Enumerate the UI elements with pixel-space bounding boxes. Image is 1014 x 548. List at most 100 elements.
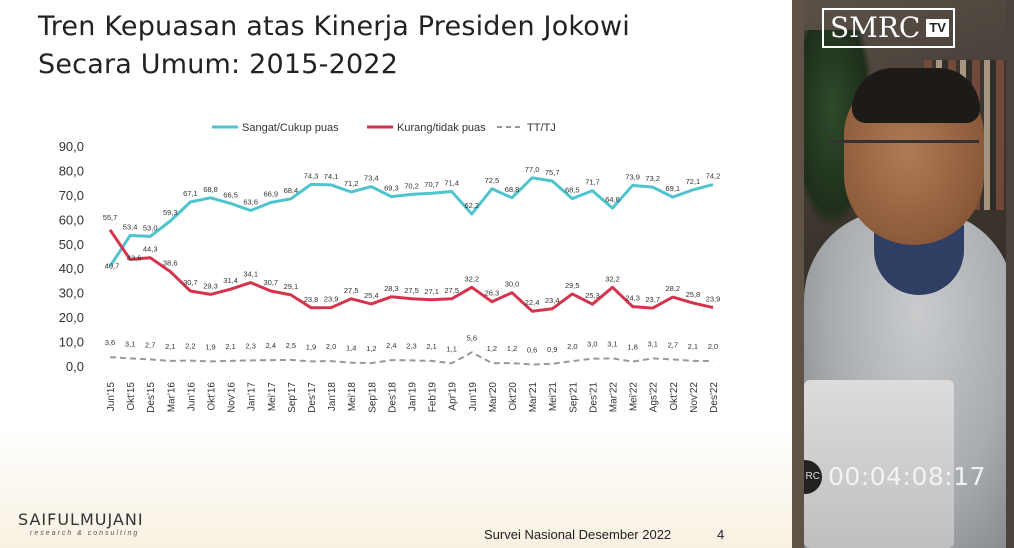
data-label: 53,4 <box>123 222 138 231</box>
x-tick-label: Sep'18 <box>367 382 378 413</box>
data-label: 27,5 <box>444 286 459 295</box>
data-label: 55,7 <box>103 213 118 222</box>
x-tick-label: Okt'16 <box>207 382 218 411</box>
y-tick-label: 70,0 <box>59 188 84 203</box>
presenter-hair <box>852 68 980 123</box>
data-label: 69,3 <box>384 184 399 193</box>
brand-logo: SAIFULMUJANI <box>18 510 144 529</box>
data-label: 1,9 <box>306 342 316 351</box>
data-label: 2,3 <box>406 341 416 350</box>
data-label: 71,4 <box>444 178 459 187</box>
data-label: 23,4 <box>545 296 560 305</box>
data-label: 2,5 <box>286 341 296 350</box>
data-label: 2,4 <box>266 341 276 350</box>
data-label: 75,7 <box>545 168 560 177</box>
data-label: 24,3 <box>625 294 640 303</box>
data-label: 30,7 <box>183 278 198 287</box>
x-tick-label: Okt'20 <box>508 382 519 411</box>
channel-logo-text: SMRC <box>830 11 921 44</box>
data-label: 73,4 <box>364 174 379 183</box>
x-tick-label: Des'22 <box>709 382 720 413</box>
series-line-1 <box>108 228 714 313</box>
slide-title: Tren Kepuasan atas Kinerja Presiden Joko… <box>38 8 630 84</box>
data-label: 66,9 <box>263 189 278 198</box>
x-tick-label: Des'17 <box>307 382 318 413</box>
x-tick-label: Okt'22 <box>669 382 680 411</box>
line-chart: 0,0 10,0 20,0 30,0 40,0 50,0 60,0 70,0 80,0 90,0 J… <box>59 122 721 413</box>
x-tick-label: Sep'17 <box>287 382 298 413</box>
x-tick-label: Mei'17 <box>267 382 278 412</box>
y-tick-label: 40,0 <box>59 261 84 276</box>
timecode: 00:04:08:17 <box>828 462 987 491</box>
data-label: 26,3 <box>485 289 500 298</box>
data-label: 1,2 <box>507 344 517 353</box>
data-label: 68,5 <box>565 186 580 195</box>
legend-label: Sangat/Cukup puas <box>242 122 339 134</box>
data-label: 63,6 <box>243 198 258 207</box>
slide-title-line2: Secara Umum: 2015-2022 <box>38 49 399 80</box>
data-label: 2,0 <box>326 342 336 351</box>
legend-label: Kurang/tidak puas <box>397 122 486 134</box>
x-tick-label: Ags'22 <box>649 382 660 413</box>
data-label: 67,1 <box>183 189 198 198</box>
data-label: 0,6 <box>527 346 537 355</box>
x-tick-label: Mei'22 <box>629 382 640 412</box>
x-tick-label: Mar'20 <box>488 382 499 413</box>
data-label: 77,0 <box>525 165 540 174</box>
x-tick-label: Mar'21 <box>528 382 539 413</box>
x-tick-label: Jan'18 <box>327 382 338 412</box>
data-label: 71,7 <box>585 178 600 187</box>
series-line-2 <box>109 351 714 366</box>
data-label: 62,2 <box>464 201 479 210</box>
x-tick-label: Feb'19 <box>428 382 439 413</box>
y-tick-label: 0,0 <box>66 359 84 374</box>
data-label: 3,1 <box>647 339 657 348</box>
data-label: 30,0 <box>505 280 520 289</box>
y-tick-label: 10,0 <box>59 335 84 350</box>
data-label: 71,2 <box>344 179 359 188</box>
x-tick-label: Des'18 <box>387 382 398 413</box>
data-label: 34,1 <box>243 270 258 279</box>
data-label: 1,1 <box>446 344 456 353</box>
data-label: 28,2 <box>665 284 680 293</box>
data-label: 68,4 <box>284 186 299 195</box>
legend-label: TT/TJ <box>527 122 556 134</box>
data-label: 30,7 <box>263 278 278 287</box>
y-tick-label: 20,0 <box>59 310 84 325</box>
data-label: 69,1 <box>665 184 680 193</box>
data-label: 23,9 <box>324 295 339 304</box>
x-tick-label: Jun'19 <box>468 382 479 412</box>
data-label: 25,4 <box>364 291 379 300</box>
x-tick-label: Jun'15 <box>106 382 117 412</box>
data-label: 29,5 <box>565 281 580 290</box>
data-label: 32,2 <box>605 274 620 283</box>
frame-divider <box>792 0 804 548</box>
laptop <box>804 380 954 548</box>
data-label: 74,2 <box>706 172 721 181</box>
data-label: 27,1 <box>424 287 439 296</box>
data-label: 68,8 <box>203 185 218 194</box>
data-label: 73,2 <box>645 174 660 183</box>
x-tick-label: Jun'16 <box>186 382 197 412</box>
x-tick-label: Mar'16 <box>166 382 177 413</box>
data-label: 2,4 <box>386 341 396 350</box>
x-tick-label: Jan'19 <box>408 382 419 412</box>
x-tick-label: Nov'16 <box>227 382 238 413</box>
data-label: 5,6 <box>467 333 477 342</box>
record-icon: RC <box>804 460 822 494</box>
data-label: 40,7 <box>105 262 120 271</box>
y-tick-label: 60,0 <box>59 212 84 227</box>
data-label: 2,1 <box>426 342 436 351</box>
data-label: 66,5 <box>223 190 238 199</box>
x-tick-label: Mei'21 <box>548 382 559 412</box>
data-label: 59,3 <box>163 208 178 217</box>
data-label: 25,8 <box>686 290 701 299</box>
series-line-0 <box>108 176 714 268</box>
data-label: 3,6 <box>105 338 115 347</box>
y-tick-label: 50,0 <box>59 237 84 252</box>
data-label: 73,9 <box>625 172 640 181</box>
data-label: 1,9 <box>205 342 215 351</box>
data-label: 64,6 <box>605 195 620 204</box>
y-tick-label: 30,0 <box>59 286 84 301</box>
data-label: 27,5 <box>404 286 419 295</box>
